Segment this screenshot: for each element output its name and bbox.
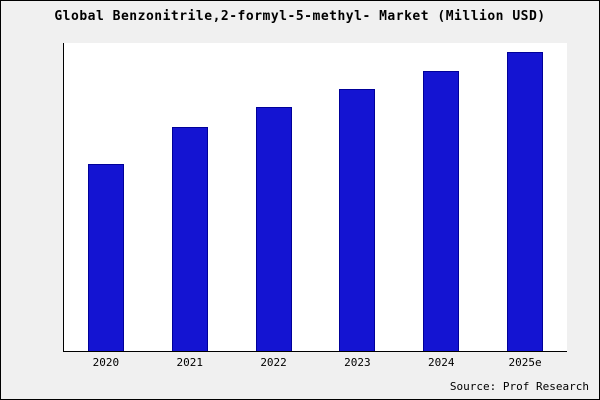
bar-2024 xyxy=(423,71,460,351)
bar-2025e xyxy=(507,51,544,351)
bars-container xyxy=(64,43,567,351)
bar-slot xyxy=(148,43,232,351)
source-credit: Source: Prof Research xyxy=(449,380,589,393)
x-tick-label-2024: 2024 xyxy=(427,356,455,369)
x-tick-label-2022: 2022 xyxy=(260,356,287,369)
x-tick-label-2025e: 2025e xyxy=(508,356,542,369)
bar-slot xyxy=(315,43,399,351)
bar-2023 xyxy=(339,89,376,351)
x-axis-labels: 2020 2021 2022 2023 2024 2025e xyxy=(64,356,567,372)
plot-area xyxy=(63,43,567,352)
bar-2021 xyxy=(171,126,208,351)
x-tick-label-2023: 2023 xyxy=(344,356,371,369)
x-tick-label-2020: 2020 xyxy=(92,356,120,369)
bar-slot xyxy=(232,43,316,351)
x-tick-label-2021: 2021 xyxy=(176,356,203,369)
bar-slot xyxy=(64,43,148,351)
bar-slot xyxy=(399,43,483,351)
bar-slot xyxy=(483,43,567,351)
bar-2020 xyxy=(87,164,124,351)
bar-2022 xyxy=(255,107,292,351)
chart-title: Global Benzonitrile,2-formyl-5-methyl- M… xyxy=(54,9,546,24)
